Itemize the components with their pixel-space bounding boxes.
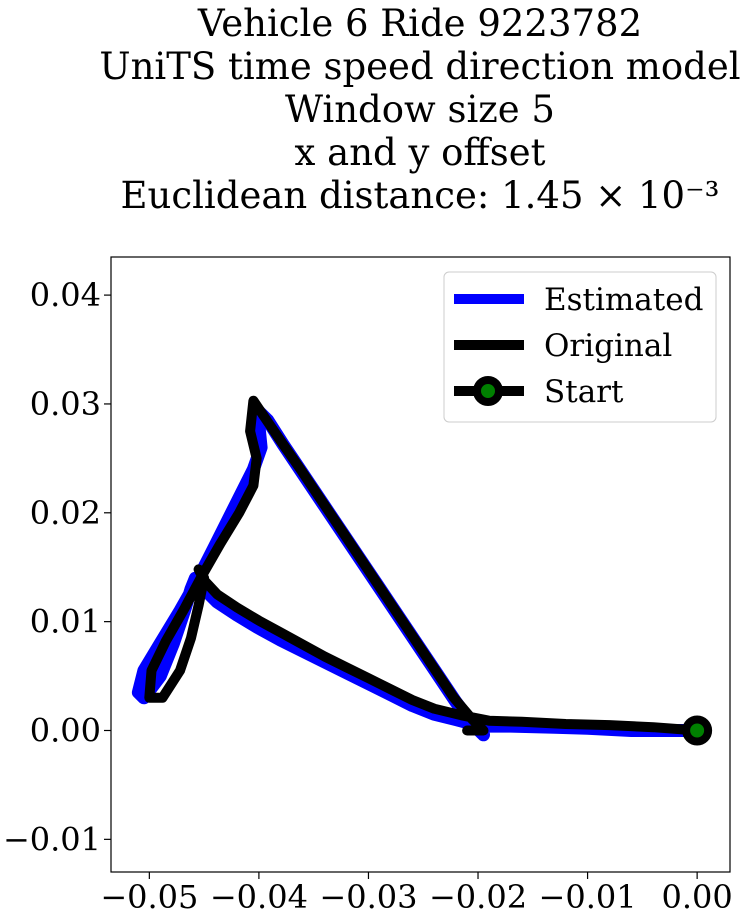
- y-tick-label: −0.01: [3, 820, 101, 858]
- legend-start-marker: [473, 376, 503, 406]
- series-line-estimated: [131, 405, 704, 742]
- series-line-original: [144, 395, 703, 736]
- y-tick-label: 0.02: [30, 494, 101, 532]
- y-tick-label: 0.01: [30, 603, 101, 641]
- y-tick-label: 0.03: [30, 385, 101, 423]
- title-line-1: Vehicle 6 Ride 9223782: [197, 2, 642, 45]
- legend: Estimated Original Start: [443, 271, 717, 423]
- start-marker: [682, 715, 713, 746]
- y-tick-label: 0.04: [30, 276, 101, 314]
- chart-title: Vehicle 6 Ride 9223782 UniTS time speed …: [99, 2, 740, 217]
- axes-frame: [110, 256, 731, 873]
- x-tick-label: −0.01: [539, 878, 637, 916]
- title-line-5: Euclidean distance: 1.45 × 10⁻³: [121, 174, 720, 217]
- legend-label-original: Original: [544, 328, 672, 364]
- x-tick-label: −0.05: [100, 878, 198, 916]
- x-tick-label: −0.02: [429, 878, 527, 916]
- title-line-2: UniTS time speed direction model: [99, 45, 740, 88]
- legend-label-estimated: Estimated: [544, 282, 703, 318]
- y-tick-label: 0.00: [30, 711, 101, 749]
- title-line-3: Window size 5: [285, 88, 555, 131]
- legend-box: [443, 271, 717, 423]
- legend-label-start: Start: [544, 374, 624, 410]
- x-tick-label: −0.03: [319, 878, 417, 916]
- x-tick-label: 0.00: [662, 878, 733, 916]
- x-tick-label: −0.04: [210, 878, 308, 916]
- title-line-4: x and y offset: [295, 131, 546, 174]
